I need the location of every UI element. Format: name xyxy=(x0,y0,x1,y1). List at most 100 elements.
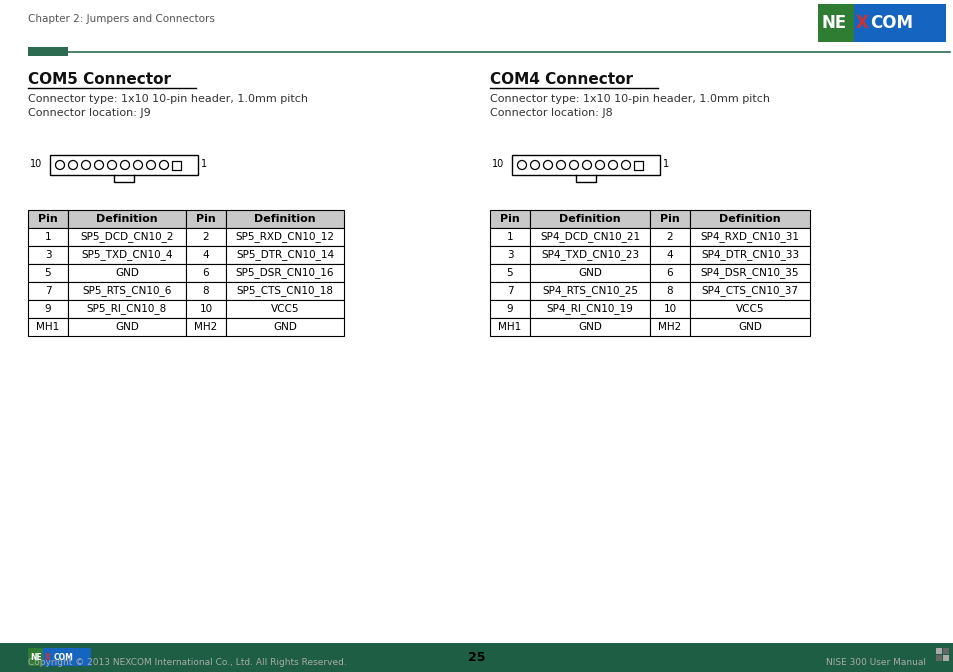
Text: NE: NE xyxy=(30,653,42,661)
Bar xyxy=(68,264,186,282)
Text: Connector type: 1x10 10-pin header, 1.0mm pitch: Connector type: 1x10 10-pin header, 1.0m… xyxy=(490,94,769,104)
Text: 5: 5 xyxy=(506,268,513,278)
Bar xyxy=(186,228,226,246)
Circle shape xyxy=(108,161,116,169)
Bar xyxy=(530,282,649,300)
Circle shape xyxy=(595,161,604,169)
Text: VCC5: VCC5 xyxy=(271,304,299,314)
Bar xyxy=(689,282,809,300)
Text: NISE 300 User Manual: NISE 300 User Manual xyxy=(825,658,925,667)
Text: Copyright © 2013 NEXCOM International Co., Ltd. All Rights Reserved.: Copyright © 2013 NEXCOM International Co… xyxy=(28,658,346,667)
Text: SP5_DCD_CN10_2: SP5_DCD_CN10_2 xyxy=(80,232,173,243)
Bar xyxy=(530,300,649,318)
Circle shape xyxy=(69,161,77,169)
Bar xyxy=(649,246,689,264)
Text: 3: 3 xyxy=(506,250,513,260)
Bar xyxy=(649,210,689,228)
Text: GND: GND xyxy=(273,322,296,332)
Text: 1: 1 xyxy=(45,232,51,242)
Text: MH1: MH1 xyxy=(36,322,59,332)
Text: MH1: MH1 xyxy=(497,322,521,332)
Text: 1: 1 xyxy=(662,159,668,169)
Text: Chapter 2: Jumpers and Connectors: Chapter 2: Jumpers and Connectors xyxy=(28,14,214,24)
Text: GND: GND xyxy=(738,322,761,332)
Text: MH2: MH2 xyxy=(194,322,217,332)
Text: SP5_RI_CN10_8: SP5_RI_CN10_8 xyxy=(87,304,167,314)
Text: 9: 9 xyxy=(506,304,513,314)
Bar xyxy=(530,210,649,228)
Bar xyxy=(689,210,809,228)
Bar xyxy=(853,4,945,42)
Text: Definition: Definition xyxy=(253,214,315,224)
Bar xyxy=(649,282,689,300)
Bar xyxy=(28,648,43,666)
Text: GND: GND xyxy=(578,322,601,332)
Text: 4: 4 xyxy=(666,250,673,260)
Bar xyxy=(68,300,186,318)
Circle shape xyxy=(159,161,169,169)
Bar xyxy=(28,210,68,228)
Bar xyxy=(942,648,948,654)
Bar xyxy=(490,282,530,300)
Bar xyxy=(689,300,809,318)
Bar xyxy=(28,228,68,246)
Text: 10: 10 xyxy=(662,304,676,314)
Text: COM4 Connector: COM4 Connector xyxy=(490,72,633,87)
Text: SP4_DCD_CN10_21: SP4_DCD_CN10_21 xyxy=(539,232,639,243)
Bar xyxy=(490,300,530,318)
Text: 10: 10 xyxy=(30,159,42,169)
Bar xyxy=(490,246,530,264)
Bar xyxy=(186,318,226,336)
Bar xyxy=(226,246,344,264)
Text: X: X xyxy=(45,653,51,661)
Text: Connector location: J9: Connector location: J9 xyxy=(28,108,151,118)
Text: 2: 2 xyxy=(666,232,673,242)
Text: 1: 1 xyxy=(201,159,207,169)
Text: Pin: Pin xyxy=(659,214,679,224)
Bar xyxy=(490,210,530,228)
Text: COM: COM xyxy=(869,14,912,32)
Text: COM: COM xyxy=(54,653,73,661)
Text: GND: GND xyxy=(115,268,139,278)
Bar xyxy=(530,318,649,336)
Text: 25: 25 xyxy=(468,651,485,664)
Bar xyxy=(226,264,344,282)
Bar xyxy=(942,655,948,661)
Bar xyxy=(649,318,689,336)
Bar xyxy=(186,282,226,300)
Bar xyxy=(186,264,226,282)
Circle shape xyxy=(620,161,630,169)
Text: 6: 6 xyxy=(666,268,673,278)
Text: 5: 5 xyxy=(45,268,51,278)
Text: 4: 4 xyxy=(202,250,209,260)
Bar xyxy=(530,228,649,246)
Bar xyxy=(68,228,186,246)
Circle shape xyxy=(81,161,91,169)
Text: SP5_RXD_CN10_12: SP5_RXD_CN10_12 xyxy=(235,232,335,243)
Bar xyxy=(186,300,226,318)
Circle shape xyxy=(147,161,155,169)
Circle shape xyxy=(556,161,565,169)
Text: SP5_DTR_CN10_14: SP5_DTR_CN10_14 xyxy=(235,249,334,261)
Bar xyxy=(28,264,68,282)
Text: 7: 7 xyxy=(506,286,513,296)
Bar xyxy=(226,318,344,336)
Circle shape xyxy=(543,161,552,169)
Text: 8: 8 xyxy=(202,286,209,296)
Text: Definition: Definition xyxy=(558,214,620,224)
Bar xyxy=(490,318,530,336)
Text: 10: 10 xyxy=(492,159,504,169)
Circle shape xyxy=(94,161,103,169)
Text: 7: 7 xyxy=(45,286,51,296)
Text: Pin: Pin xyxy=(499,214,519,224)
Bar xyxy=(226,300,344,318)
Bar xyxy=(226,228,344,246)
Bar xyxy=(689,246,809,264)
Bar xyxy=(689,264,809,282)
Bar xyxy=(0,643,953,672)
Bar xyxy=(186,210,226,228)
Text: 9: 9 xyxy=(45,304,51,314)
Bar xyxy=(226,282,344,300)
Bar xyxy=(817,4,853,42)
Bar xyxy=(935,655,941,661)
